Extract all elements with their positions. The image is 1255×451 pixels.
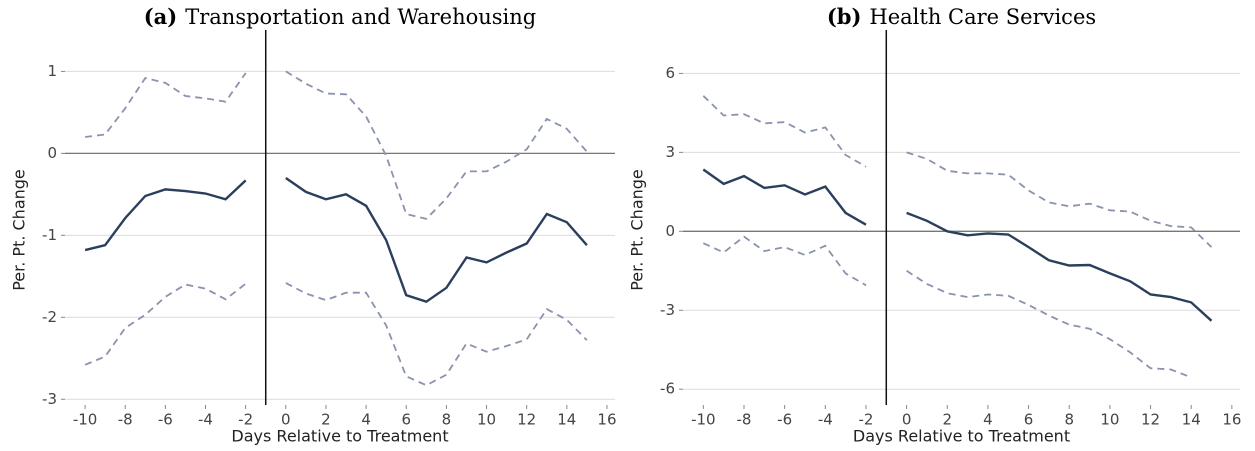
x-tick-label: 10 bbox=[1100, 411, 1119, 429]
title: Health Care Services bbox=[869, 5, 1096, 29]
x-tick-label: 4 bbox=[361, 411, 371, 429]
y-axis-label: Per. Pt. Change bbox=[628, 169, 647, 291]
estimate-line bbox=[702, 168, 1213, 322]
y-tick-label: -3 bbox=[660, 301, 675, 319]
x-tick-label: -10 bbox=[691, 411, 716, 429]
x-tick-label: -8 bbox=[737, 411, 752, 429]
x-tick-label: -6 bbox=[158, 411, 173, 429]
x-tick-label: 6 bbox=[401, 411, 411, 429]
y-tick-label: -6 bbox=[660, 380, 675, 398]
confidence-bound bbox=[84, 282, 588, 387]
confidence-bound bbox=[84, 70, 588, 220]
x-tick-label: -10 bbox=[73, 411, 98, 429]
x-tick-label: 0 bbox=[902, 411, 912, 429]
x-tick-label: -4 bbox=[198, 411, 213, 429]
x-tick-label: 8 bbox=[1064, 411, 1074, 429]
confidence-bound bbox=[702, 95, 1213, 248]
panel-title: (b) Health Care Services bbox=[827, 4, 1096, 29]
y-tick-label: -2 bbox=[42, 308, 57, 326]
x-tick-label: 12 bbox=[517, 411, 536, 429]
x-tick-label: 4 bbox=[983, 411, 993, 429]
x-axis-label: Days Relative to Treatment bbox=[231, 427, 448, 446]
x-tick-label: -2 bbox=[238, 411, 253, 429]
y-tick-label: 0 bbox=[47, 144, 57, 162]
x-tick-label: 2 bbox=[321, 411, 331, 429]
panel-label: (b) bbox=[827, 4, 862, 29]
x-tick-label: 0 bbox=[281, 411, 291, 429]
y-tick-label: 0 bbox=[665, 222, 675, 240]
x-tick-label: 6 bbox=[1024, 411, 1034, 429]
estimate-line bbox=[84, 177, 588, 304]
x-tick-label: -2 bbox=[858, 411, 873, 429]
x-tick-label: 14 bbox=[1182, 411, 1201, 429]
y-axis-label: Per. Pt. Change bbox=[10, 169, 29, 291]
y-tick-label: 1 bbox=[47, 62, 57, 80]
x-tick-label: 10 bbox=[477, 411, 496, 429]
x-tick-label: 12 bbox=[1141, 411, 1160, 429]
panel-title: (a) Transportation and Warehousing bbox=[144, 4, 537, 29]
x-tick-label: -6 bbox=[777, 411, 792, 429]
y-tick-label: 3 bbox=[665, 143, 675, 161]
x-tick-label: -4 bbox=[818, 411, 833, 429]
x-tick-label: 14 bbox=[557, 411, 576, 429]
x-tick-label: 8 bbox=[442, 411, 452, 429]
x-tick-label: -8 bbox=[118, 411, 133, 429]
x-axis-label: Days Relative to Treatment bbox=[853, 427, 1070, 446]
x-tick-label: 2 bbox=[942, 411, 952, 429]
y-tick-label: 6 bbox=[665, 64, 675, 82]
x-tick-label: 16 bbox=[1222, 411, 1241, 429]
panel-label: (a) bbox=[144, 4, 177, 29]
y-tick-label: -3 bbox=[42, 390, 57, 408]
y-tick-label: -1 bbox=[42, 226, 57, 244]
confidence-bound bbox=[702, 235, 1192, 379]
title: Transportation and Warehousing bbox=[185, 5, 536, 29]
x-tick-label: 16 bbox=[597, 411, 616, 429]
